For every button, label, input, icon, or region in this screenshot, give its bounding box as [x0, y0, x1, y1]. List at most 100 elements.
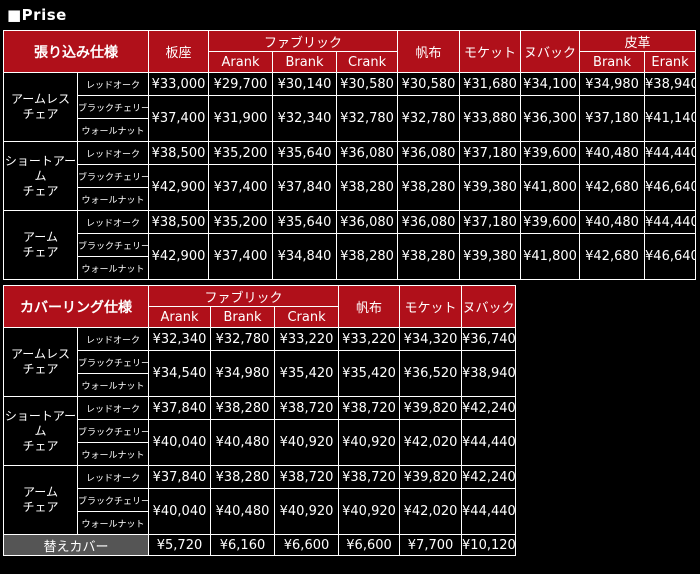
wood-type-label: ブラックチェリー [77, 350, 149, 374]
price-cell: ¥37,400 [208, 233, 273, 280]
price-cell: ¥38,500 [148, 141, 209, 165]
price-cell: ¥33,220 [273, 327, 340, 351]
rank-header: Erank [644, 51, 697, 73]
chair-type-label: アーム チェア [3, 210, 78, 280]
price-cell: ¥38,280 [335, 233, 399, 280]
price-cell: ¥36,080 [397, 141, 461, 165]
price-cell: ¥38,280 [210, 396, 275, 420]
price-cell: ¥42,020 [399, 488, 463, 535]
price-cell: ¥31,900 [208, 95, 273, 142]
price-cell: ¥42,240 [461, 396, 517, 420]
price-cell: ¥41,140 [644, 95, 697, 142]
rank-header: Brank [579, 51, 646, 73]
replacement-cover-label: 替えカバー [3, 534, 149, 556]
price-cell: ¥35,640 [272, 210, 337, 234]
price-cell: ¥36,080 [335, 210, 399, 234]
wood-type-label: ウォールナット [77, 373, 149, 397]
wood-type-label: ウォールナット [77, 511, 149, 535]
price-cell: ¥40,920 [338, 419, 401, 466]
price-cell: ¥44,440 [461, 419, 517, 466]
price-cell: ¥34,980 [579, 72, 646, 96]
covering-price-table: カバーリング仕様 ファブリック 帆布 モケット ヌバック Arank Brank… [3, 285, 517, 556]
leather-header: 皮革 [579, 30, 697, 52]
wood-type-label: ブラックチェリー [77, 95, 149, 119]
price-cell: ¥37,400 [148, 95, 209, 142]
price-cell: ¥32,340 [272, 95, 337, 142]
table-row: ウォールナット [4, 442, 516, 466]
moquette-header: モケット [459, 30, 522, 73]
price-cell: ¥39,380 [459, 164, 522, 211]
price-cell: ¥42,680 [579, 164, 646, 211]
table-row: ブラックチェリー ¥37,400 ¥31,900 ¥32,340 ¥32,780 ¥32,… [4, 95, 697, 142]
table-row: アームレス チェア レッドオーク ¥33,000 ¥29,700 ¥30,140 ¥30,… [3, 72, 697, 142]
price-cell: ¥42,900 [148, 233, 209, 280]
price-cell: ¥38,720 [338, 396, 401, 420]
price-cell: ¥38,280 [397, 233, 461, 280]
spec-header: 張り込み仕様 [3, 30, 149, 73]
price-cell: ¥32,780 [397, 95, 461, 142]
price-cell: ¥39,380 [459, 233, 522, 280]
price-cell: ¥37,400 [208, 164, 273, 211]
table-row: アーム チェア レッドオーク ¥38,500 ¥35,200 ¥35,640 ¥36,08… [3, 210, 697, 280]
price-cell: ¥39,820 [399, 465, 463, 489]
chair-type-label: ショートアーム チェア [3, 141, 78, 211]
price-cell: ¥46,640 [644, 164, 697, 211]
price-cell: ¥6,600 [273, 534, 340, 556]
table-row: ショートアーム チェア レッドオーク ¥37,840 ¥38,280 ¥38,720 ¥3… [3, 396, 517, 466]
price-cell: ¥40,040 [148, 419, 211, 466]
price-cell: ¥38,720 [338, 465, 401, 489]
wood-type-label: ブラックチェリー [77, 233, 149, 257]
price-cell: ¥6,160 [210, 534, 275, 556]
table-row: ショートアーム チェア レッドオーク ¥38,500 ¥35,200 ¥35,640 ¥3… [3, 141, 697, 211]
fabric-header: ファブリック [147, 285, 340, 307]
chair-type-label: アーム チェア [3, 465, 78, 535]
table-row: ブラックチェリー ¥40,040 ¥40,480 ¥40,920 ¥40,920 ¥42,… [4, 419, 517, 466]
table-row: ブラックチェリー ¥40,040 ¥40,480 ¥40,920 ¥40,920 ¥42,… [4, 488, 517, 535]
price-cell: ¥44,440 [644, 141, 697, 165]
price-cell: ¥38,720 [273, 465, 340, 489]
price-cell: ¥30,140 [272, 72, 337, 96]
price-cell: ¥33,220 [338, 327, 401, 351]
wood-type-label: ウォールナット [77, 187, 149, 211]
chair-type-label: ショートアーム チェア [3, 396, 78, 466]
price-cell: ¥40,480 [579, 210, 646, 234]
hanpu-header: 帆布 [397, 30, 461, 73]
wood-type-label: ブラックチェリー [77, 419, 149, 443]
price-cell: ¥34,840 [272, 233, 337, 280]
wood-type-label: レッドオーク [77, 72, 149, 96]
upholstered-price-table: 張り込み仕様 板座 ファブリック 帆布 モケット ヌバック 皮革 Arank B… [3, 30, 697, 280]
table-row: ウォールナット [4, 256, 696, 280]
price-cell: ¥44,440 [644, 210, 697, 234]
rank-header: Arank [208, 51, 273, 73]
chair-type-label: アームレス チェア [3, 72, 78, 142]
wood-type-label: ウォールナット [77, 118, 149, 142]
price-cell: ¥33,000 [148, 72, 209, 96]
price-cell: ¥41,800 [520, 164, 581, 211]
price-cell: ¥37,180 [459, 141, 522, 165]
wood-type-label: レッドオーク [77, 141, 149, 165]
price-cell: ¥31,680 [459, 72, 522, 96]
price-cell: ¥10,120 [461, 534, 517, 556]
price-cell: ¥34,980 [210, 350, 275, 397]
price-cell: ¥38,940 [461, 350, 517, 397]
price-cell: ¥41,800 [520, 233, 581, 280]
price-cell: ¥35,200 [208, 141, 273, 165]
price-cell: ¥39,820 [399, 396, 463, 420]
price-cell: ¥40,920 [273, 488, 340, 535]
wood-type-label: レッドオーク [77, 396, 149, 420]
fabric-header: ファブリック [207, 30, 399, 52]
rank-header: Arank [148, 306, 211, 328]
price-cell: ¥37,840 [272, 164, 337, 211]
price-cell: ¥38,940 [644, 72, 697, 96]
price-cell: ¥38,720 [273, 396, 340, 420]
price-cell: ¥36,080 [335, 141, 399, 165]
price-cell: ¥29,700 [208, 72, 273, 96]
price-cell: ¥36,520 [399, 350, 463, 397]
price-cell: ¥40,920 [273, 419, 340, 466]
price-cell: ¥39,600 [520, 141, 581, 165]
rank-header: Crank [273, 306, 340, 328]
nubuck-header: ヌバック [520, 30, 581, 73]
nubuck-header: ヌバック [461, 285, 517, 328]
replacement-cover-row: 替えカバー ¥5,720 ¥6,160 ¥6,600 ¥6,600 ¥7,700… [3, 534, 517, 556]
price-cell: ¥36,300 [520, 95, 581, 142]
